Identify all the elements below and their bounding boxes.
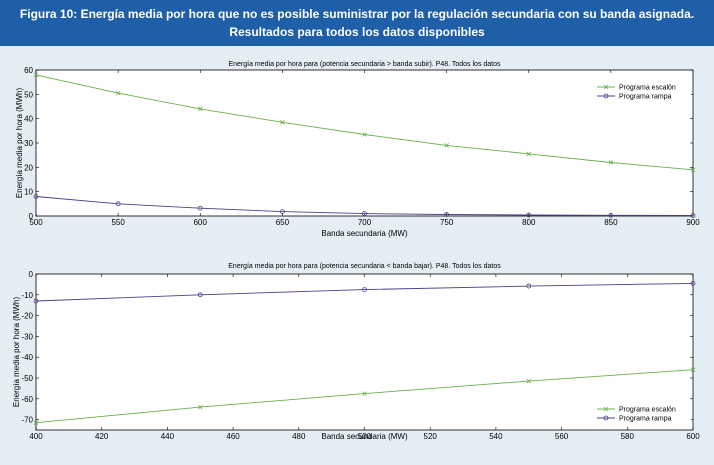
x-tick-label: 500 [358, 432, 372, 441]
x-tick-label: 520 [424, 432, 438, 441]
data-point [526, 378, 532, 384]
data-point [115, 90, 121, 96]
y-tick-label: 60 [24, 66, 33, 75]
data-point [197, 106, 203, 112]
x-tick-label: 440 [161, 432, 175, 441]
x-tick-label: 750 [440, 218, 454, 227]
legend-box [595, 402, 691, 424]
legend-label: Programa rampa [619, 94, 672, 101]
x-tick-label: 580 [621, 432, 635, 441]
y-tick-label: 0 [29, 270, 34, 279]
y-axis-label: Energía media por hora (MWh) [12, 297, 21, 408]
chart-1 [33, 69, 696, 218]
y-tick-label: 10 [24, 188, 33, 197]
plot-area [35, 69, 694, 217]
legend-label: Programa escalón [619, 407, 676, 414]
x-tick-label: 480 [292, 432, 306, 441]
data-point [197, 205, 203, 211]
y-tick-label: -10 [21, 291, 33, 300]
data-point [33, 194, 39, 199]
y-tick-label: 30 [24, 139, 33, 148]
x-tick-label: 850 [604, 218, 618, 227]
data-point [362, 132, 367, 137]
legend-marker [603, 415, 609, 421]
data-point [362, 391, 367, 396]
y-tick-label: -40 [21, 353, 33, 362]
data-point [33, 298, 39, 304]
legend-label: Programa rampa [619, 416, 672, 423]
plot-area [35, 273, 694, 431]
chart-title: Energía media por hora para (potencia se… [228, 61, 501, 68]
data-point [608, 160, 614, 165]
x-tick-label: 900 [686, 218, 700, 227]
data-point [526, 283, 532, 289]
x-tick-label: 650 [276, 218, 290, 227]
data-point [526, 212, 532, 218]
data-point [362, 287, 367, 293]
series-line [35, 282, 694, 302]
data-point [115, 201, 121, 207]
figure-header: Figura 10: Energía media por hora que no… [0, 0, 714, 46]
x-axis-label: Banda secundaria (MW) [321, 229, 408, 238]
figure-subtitle: Resultados para todos los datos disponib… [229, 25, 485, 39]
x-tick-label: 800 [522, 218, 536, 227]
x-tick-label: 560 [555, 432, 569, 441]
data-point [444, 143, 449, 148]
x-tick-label: 400 [29, 432, 43, 441]
data-point [690, 367, 696, 372]
data-point [608, 212, 614, 218]
legend-marker [603, 93, 609, 99]
x-tick-label: 460 [226, 432, 240, 441]
x-tick-label: 600 [194, 218, 208, 227]
series-line [35, 196, 694, 216]
y-tick-label: 0 [29, 212, 34, 221]
x-tick-label: 600 [686, 432, 700, 441]
x-tick-label: 550 [111, 218, 125, 227]
x-tick-label: 700 [358, 218, 372, 227]
x-tick-label: 500 [29, 218, 43, 227]
data-point [33, 420, 39, 426]
y-tick-label: 20 [24, 163, 33, 172]
data-point [526, 151, 532, 157]
data-point [33, 72, 39, 78]
legend-label: Programa escalón [619, 85, 676, 92]
chart-title: Energía media por hora para (potencia se… [228, 263, 501, 270]
data-point [690, 167, 696, 173]
y-tick-label: -20 [21, 312, 33, 321]
data-point [444, 212, 450, 217]
y-tick-label: 50 [24, 90, 33, 99]
legend-box [595, 80, 691, 102]
figure-title: Figura 10: Energía media por hora que no… [19, 7, 695, 21]
legend-marker [603, 84, 609, 90]
data-point [279, 209, 285, 215]
x-tick-label: 540 [489, 432, 503, 441]
y-tick-label: -30 [21, 332, 33, 341]
y-tick-label: 40 [24, 115, 33, 124]
data-point [690, 213, 696, 218]
legend-marker [603, 406, 609, 412]
y-tick-label: -60 [21, 395, 33, 404]
data-point [690, 280, 696, 286]
data-point [197, 404, 203, 410]
x-axis-label: Banda secundaria (MW) [321, 432, 408, 441]
x-tick-label: 420 [95, 432, 109, 441]
data-point [197, 292, 203, 298]
y-tick-label: -70 [21, 416, 33, 425]
y-axis-label: Energía media por hora (MWh) [15, 88, 24, 199]
data-point [280, 120, 285, 125]
chart-2 [33, 273, 696, 431]
data-point [362, 211, 367, 216]
y-tick-label: -50 [21, 374, 33, 383]
